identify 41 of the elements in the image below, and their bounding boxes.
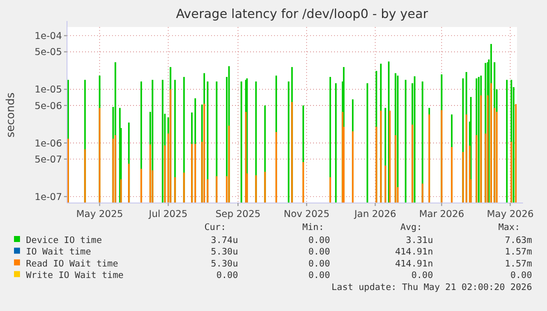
text: 3.31u bbox=[406, 236, 433, 246]
text: 0.00 bbox=[308, 248, 330, 258]
legend-label: Read IO Wait time bbox=[26, 259, 118, 270]
text: 3.74u bbox=[210, 236, 238, 246]
chart-title: Average latency for /dev/loop0 - by year bbox=[176, 6, 429, 21]
text: Max: bbox=[498, 223, 520, 233]
text: Min: bbox=[302, 223, 324, 233]
x-tick-label: Jan 2026 bbox=[353, 209, 396, 220]
x-tick-label: Nov 2025 bbox=[284, 209, 330, 220]
x-tick-label: Jul 2025 bbox=[148, 209, 188, 220]
text: 414.91n bbox=[395, 259, 433, 270]
text: 0.00 bbox=[411, 271, 433, 282]
text: 1.57m bbox=[504, 248, 532, 258]
text: Cur: bbox=[204, 223, 226, 233]
text: 414.91n bbox=[395, 248, 433, 258]
y-tick-label: 1e-07 bbox=[34, 192, 62, 203]
text: 0.00 bbox=[510, 271, 532, 282]
y-tick-label: 1e-05 bbox=[34, 84, 62, 96]
text: 0.00 bbox=[308, 236, 330, 246]
x-tick-label: May 2025 bbox=[76, 209, 124, 220]
y-tick-label: 5e-07 bbox=[34, 154, 62, 166]
y-tick-label: 5e-05 bbox=[34, 47, 62, 58]
y-tick-label: 1e-06 bbox=[34, 138, 62, 150]
text: 0.00 bbox=[216, 271, 238, 282]
legend-label: IO Wait time bbox=[26, 248, 92, 258]
text: 5.30u bbox=[210, 248, 238, 258]
x-tick-label: Sep 2025 bbox=[215, 209, 261, 220]
x-tick-label: May 2026 bbox=[486, 209, 534, 220]
text: Avg: bbox=[400, 223, 422, 233]
legend-label: Write IO Wait time bbox=[26, 271, 124, 282]
text: 7.63m bbox=[504, 236, 532, 246]
y-tick-label: 5e-06 bbox=[34, 100, 62, 112]
text: 1.57m bbox=[504, 259, 532, 270]
text: 0.00 bbox=[308, 271, 330, 282]
text: 0.00 bbox=[308, 259, 330, 270]
x-tick-label: Mar 2026 bbox=[419, 209, 464, 220]
text: 5.30u bbox=[210, 259, 238, 270]
y-tick-label: 1e-04 bbox=[34, 30, 62, 42]
y-axis-title: seconds bbox=[4, 92, 17, 138]
legend-label: Device IO time bbox=[26, 236, 102, 246]
text: Last update: Thu May 21 02:00:20 2026 bbox=[332, 283, 532, 293]
